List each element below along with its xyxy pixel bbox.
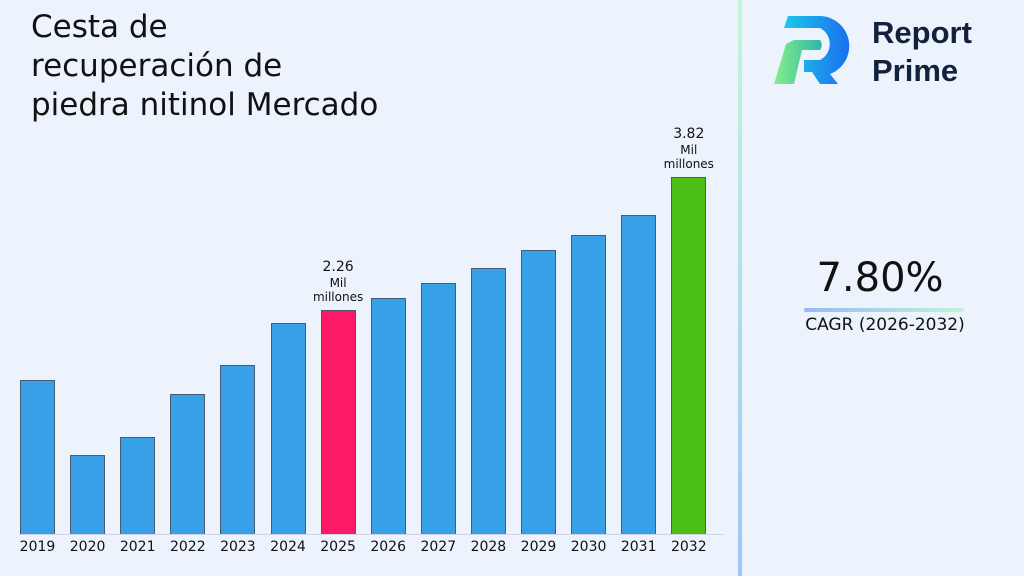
cagr-value: 7.80% bbox=[816, 255, 944, 301]
x-tick-label: 2025 bbox=[320, 539, 356, 555]
chart-title: Cesta de recuperación de piedra nitinol … bbox=[31, 8, 451, 125]
bar-2024 bbox=[270, 323, 306, 534]
x-tick-label: 2023 bbox=[220, 539, 256, 555]
bar-2021 bbox=[120, 437, 156, 534]
value-annotation-2025: 2.26 Mil millones bbox=[312, 259, 364, 304]
x-axis-line bbox=[19, 534, 724, 535]
brand-line-2: Prime bbox=[872, 53, 959, 88]
bar-2020 bbox=[70, 455, 106, 534]
bar-2030 bbox=[571, 235, 607, 534]
title-line-1: Cesta de bbox=[31, 9, 168, 45]
x-tick-label: 2030 bbox=[570, 539, 607, 555]
x-tick-label: 2032 bbox=[670, 539, 707, 555]
brand-name: Report Prime bbox=[872, 14, 972, 90]
bar-2032 bbox=[671, 177, 707, 534]
bar-2031 bbox=[621, 215, 657, 534]
bar-chart: 2019 2020 2021 2022 2023 2024 2025 2026 2027 2028… bbox=[13, 0, 724, 576]
bar-2029 bbox=[521, 250, 556, 534]
x-tick-label: 2020 bbox=[69, 539, 106, 555]
x-tick-label: 2026 bbox=[370, 539, 406, 555]
bar-2022 bbox=[170, 394, 206, 534]
brand-line-1: Report bbox=[872, 15, 972, 50]
x-tick-label: 2031 bbox=[620, 539, 657, 555]
vertical-divider bbox=[738, 0, 742, 576]
x-tick-label: 2022 bbox=[169, 539, 206, 555]
bar-2019 bbox=[20, 380, 55, 534]
cagr-underline bbox=[804, 308, 964, 312]
value-annotation-2032: 3.82 Mil millones bbox=[663, 126, 714, 171]
x-tick-label: 2027 bbox=[420, 539, 457, 555]
logo-mark-icon bbox=[774, 16, 850, 84]
bar-2023 bbox=[220, 365, 256, 534]
x-tick-label: 2019 bbox=[19, 539, 56, 555]
x-tick-label: 2024 bbox=[270, 539, 306, 555]
cagr-label: CAGR (2026-2032) bbox=[805, 315, 965, 335]
bar-2025 bbox=[320, 310, 356, 534]
report-prime-logo: Report Prime bbox=[768, 14, 1008, 94]
bar-2028 bbox=[470, 268, 506, 534]
bar-2027 bbox=[420, 283, 456, 534]
bar-2026 bbox=[370, 298, 406, 534]
x-tick-label: 2028 bbox=[470, 539, 507, 555]
title-line-2: recuperación de bbox=[31, 48, 283, 84]
x-tick-label: 2029 bbox=[520, 539, 557, 555]
title-line-3: piedra nitinol Mercado bbox=[31, 87, 379, 123]
x-tick-label: 2021 bbox=[119, 539, 156, 555]
